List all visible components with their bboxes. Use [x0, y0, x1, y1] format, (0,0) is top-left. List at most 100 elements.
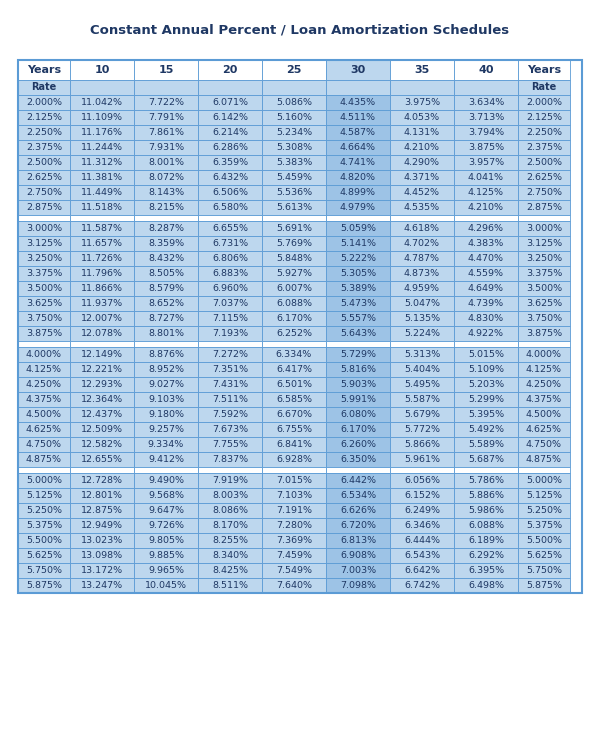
Bar [18, 341, 70, 347]
Text: 4.750%: 4.750% [526, 440, 562, 449]
Bar [262, 266, 326, 281]
Bar [390, 185, 454, 200]
Bar [326, 467, 390, 473]
Bar [70, 95, 134, 110]
Bar [198, 347, 262, 362]
Bar [390, 377, 454, 392]
Bar [262, 362, 326, 377]
Text: 4.664%: 4.664% [340, 143, 376, 152]
Bar [454, 221, 518, 236]
Text: 4.125%: 4.125% [26, 365, 62, 374]
Text: 11.176%: 11.176% [81, 128, 123, 137]
Text: 9.965%: 9.965% [148, 566, 184, 575]
Bar [134, 392, 198, 407]
Text: 7.919%: 7.919% [212, 476, 248, 485]
Bar [198, 266, 262, 281]
Bar [134, 110, 198, 125]
Bar [390, 422, 454, 437]
Text: 5.299%: 5.299% [468, 395, 504, 404]
Bar [134, 518, 198, 533]
Text: 2.750%: 2.750% [26, 188, 62, 197]
Text: 8.086%: 8.086% [212, 506, 248, 515]
Bar [326, 407, 390, 422]
Bar [518, 60, 570, 80]
Bar [70, 266, 134, 281]
Bar [326, 185, 390, 200]
Text: 12.007%: 12.007% [81, 314, 123, 323]
Text: 5.848%: 5.848% [276, 254, 312, 263]
Text: 5.625%: 5.625% [526, 551, 562, 560]
Text: 8.801%: 8.801% [148, 329, 184, 338]
Text: 5.086%: 5.086% [276, 98, 312, 107]
Bar [390, 362, 454, 377]
Text: 7.592%: 7.592% [212, 410, 248, 419]
Text: 5.927%: 5.927% [276, 269, 312, 278]
Text: 4.053%: 4.053% [404, 113, 440, 122]
Text: 7.015%: 7.015% [276, 476, 312, 485]
Text: 5.125%: 5.125% [26, 491, 62, 500]
Bar [518, 125, 570, 140]
Text: 7.755%: 7.755% [212, 440, 248, 449]
Text: 4.000%: 4.000% [526, 350, 562, 359]
Text: 6.506%: 6.506% [212, 188, 248, 197]
Text: 4.873%: 4.873% [404, 269, 440, 278]
Text: 2.000%: 2.000% [526, 98, 562, 107]
Text: 4.625%: 4.625% [526, 425, 562, 434]
Bar [18, 221, 70, 236]
Text: 4.979%: 4.979% [340, 203, 376, 212]
Bar [18, 578, 70, 593]
Bar [18, 347, 70, 362]
Text: 5.389%: 5.389% [340, 284, 376, 293]
Text: 4.125%: 4.125% [526, 365, 562, 374]
Text: 3.634%: 3.634% [468, 98, 504, 107]
Bar [390, 503, 454, 518]
Bar [18, 170, 70, 185]
Text: 3.000%: 3.000% [526, 224, 562, 233]
Bar [70, 392, 134, 407]
Bar [70, 548, 134, 563]
Text: 5.750%: 5.750% [26, 566, 62, 575]
Bar [18, 60, 582, 593]
Text: 5.059%: 5.059% [340, 224, 376, 233]
Bar [518, 533, 570, 548]
Bar [262, 80, 326, 95]
Bar [518, 80, 570, 95]
Text: 2.125%: 2.125% [26, 113, 62, 122]
Text: 11.244%: 11.244% [81, 143, 123, 152]
Text: 4.452%: 4.452% [404, 188, 440, 197]
Text: 4.830%: 4.830% [468, 314, 504, 323]
Bar [454, 80, 518, 95]
Text: 5.047%: 5.047% [404, 299, 440, 308]
Bar [70, 236, 134, 251]
Bar [262, 95, 326, 110]
Text: 6.286%: 6.286% [212, 143, 248, 152]
Bar [134, 326, 198, 341]
Bar [326, 437, 390, 452]
Bar [198, 377, 262, 392]
Text: 6.292%: 6.292% [468, 551, 504, 560]
Text: 7.511%: 7.511% [212, 395, 248, 404]
Text: 5.305%: 5.305% [340, 269, 376, 278]
Text: 5.375%: 5.375% [526, 521, 562, 530]
Text: 4.470%: 4.470% [468, 254, 504, 263]
Bar [18, 548, 70, 563]
Text: 5.986%: 5.986% [468, 506, 504, 515]
Bar [390, 251, 454, 266]
Bar [70, 296, 134, 311]
Text: 5.250%: 5.250% [26, 506, 62, 515]
Bar [518, 221, 570, 236]
Bar [326, 251, 390, 266]
Text: 6.498%: 6.498% [468, 581, 504, 590]
Bar [18, 437, 70, 452]
Bar [70, 362, 134, 377]
Text: 2.375%: 2.375% [26, 143, 62, 152]
Bar [198, 200, 262, 215]
Text: 13.247%: 13.247% [81, 581, 123, 590]
Text: 6.170%: 6.170% [276, 314, 312, 323]
Bar [518, 473, 570, 488]
Text: 6.214%: 6.214% [212, 128, 248, 137]
Bar [134, 452, 198, 467]
Text: 6.928%: 6.928% [276, 455, 312, 464]
Text: 5.222%: 5.222% [340, 254, 376, 263]
Bar [198, 422, 262, 437]
